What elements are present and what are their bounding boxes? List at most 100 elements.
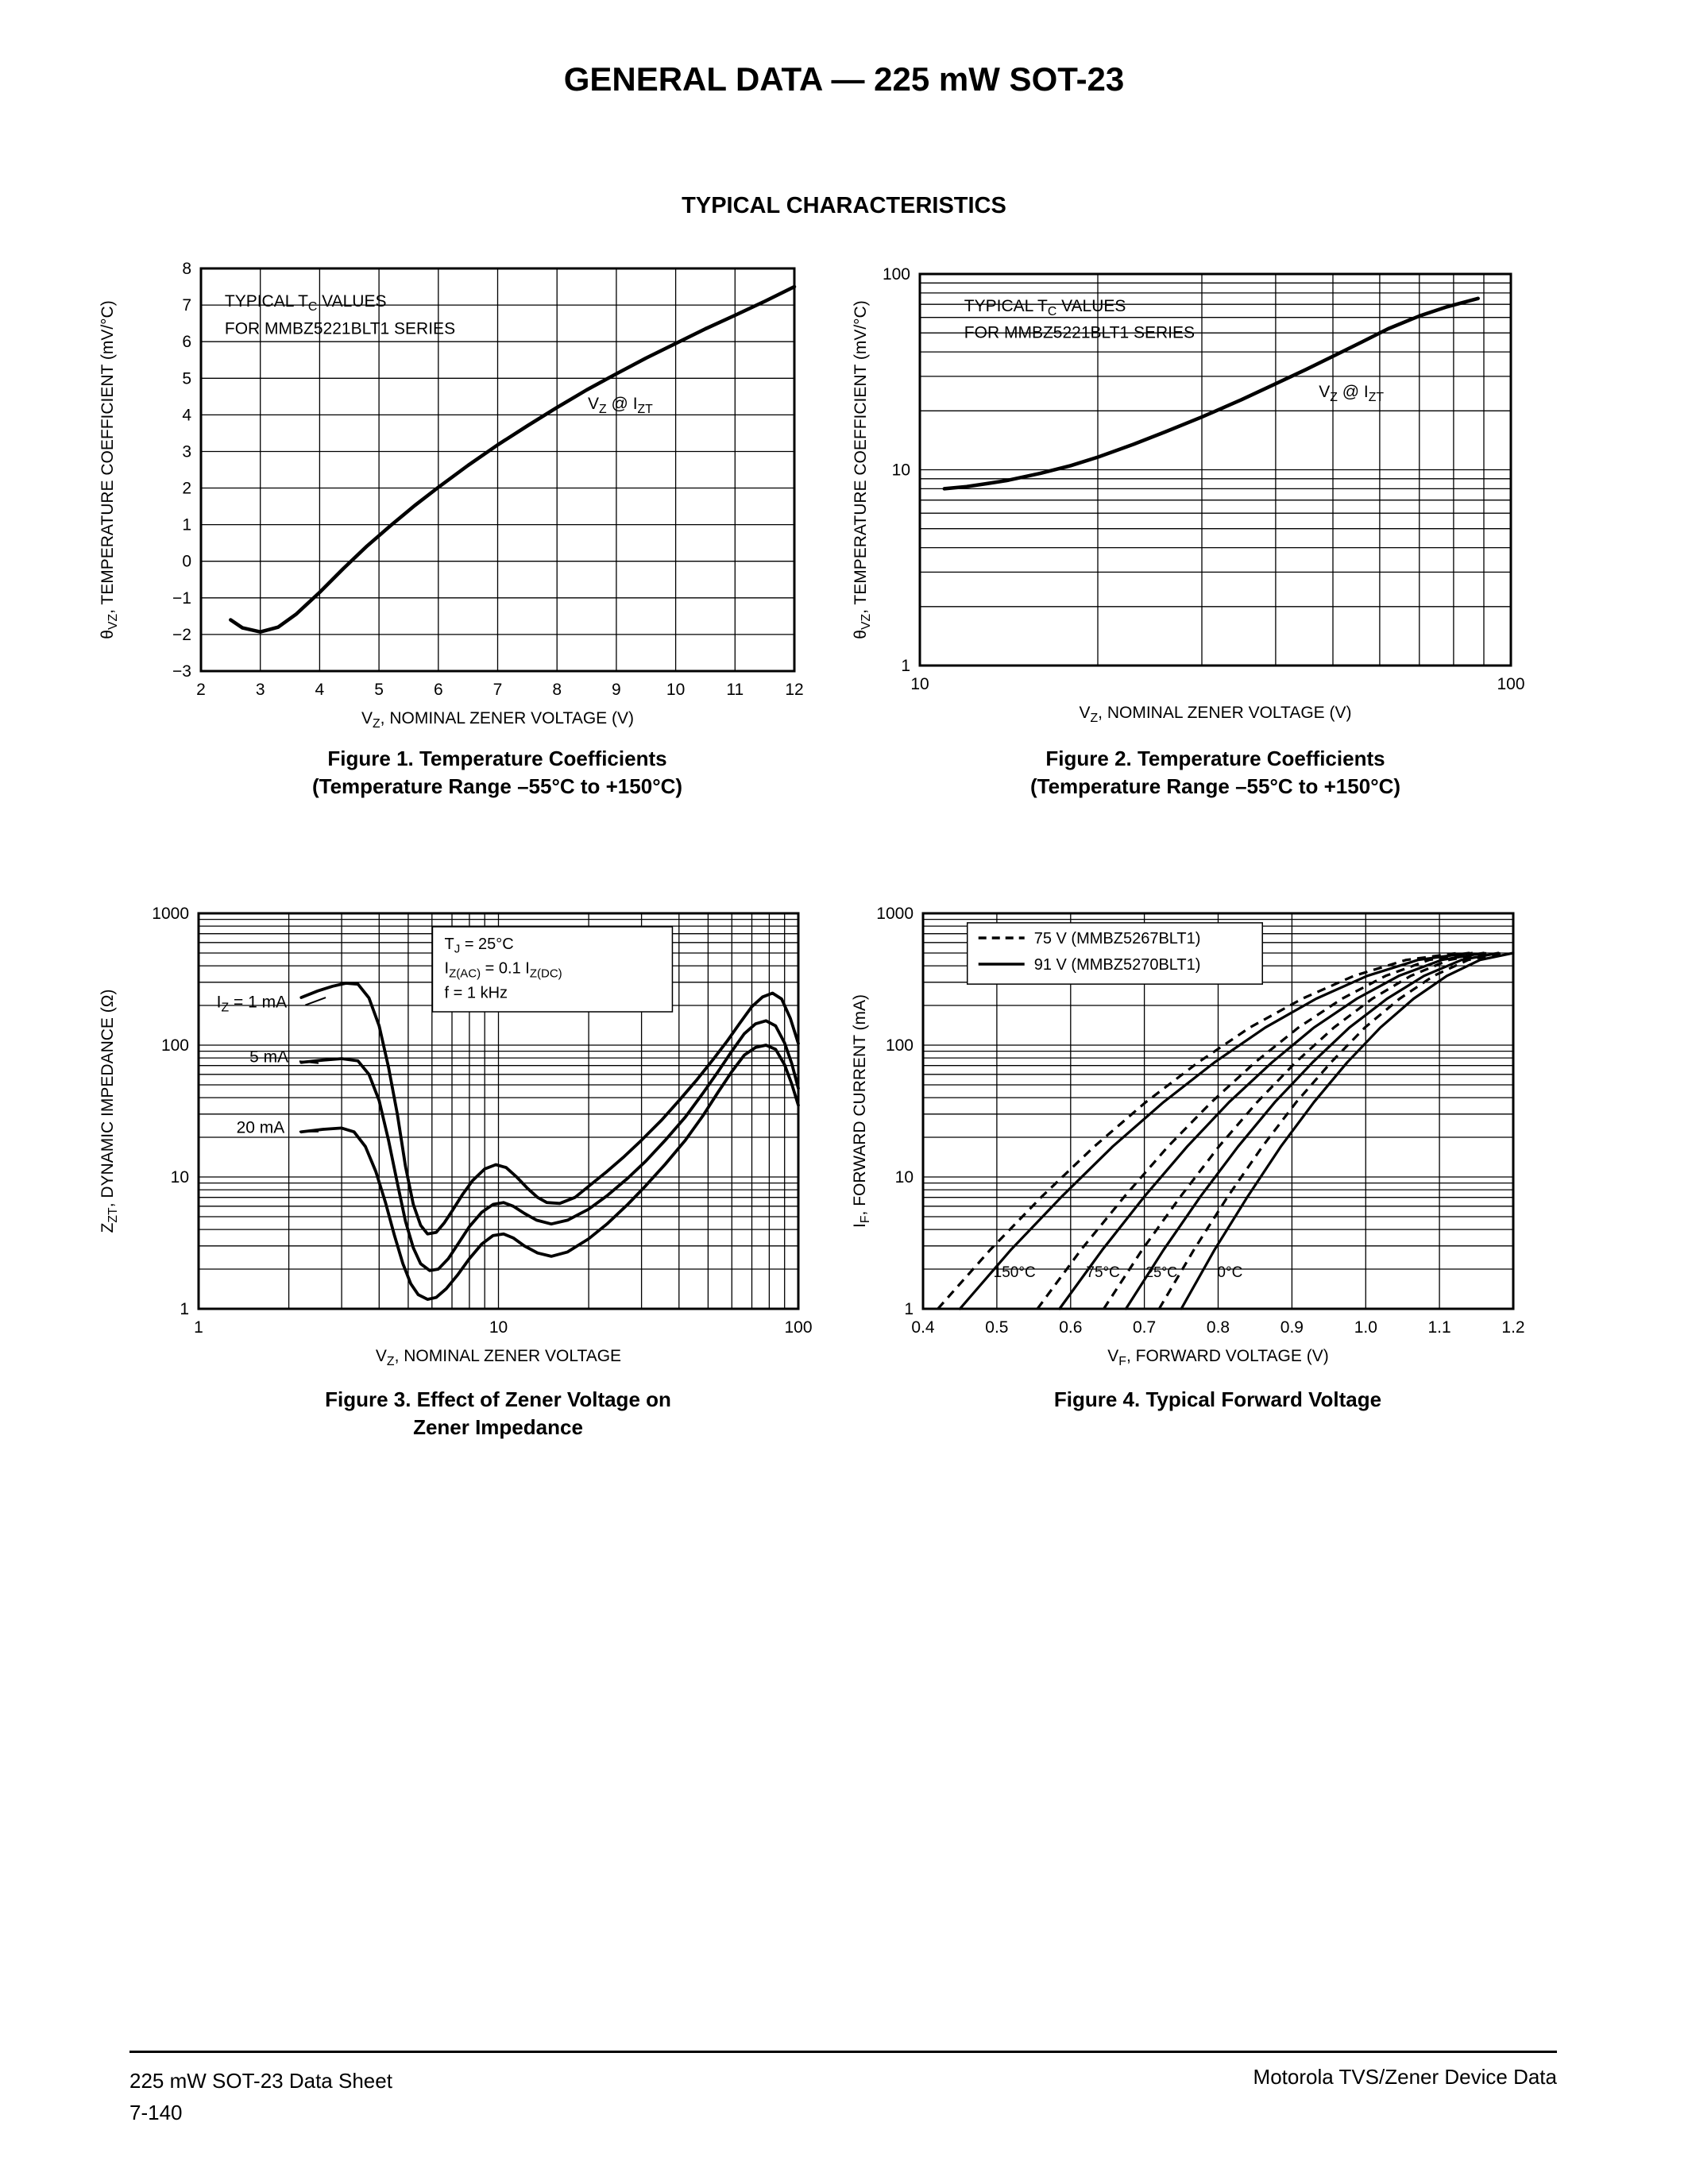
- svg-text:IZ = 1 mA: IZ = 1 mA: [217, 994, 287, 1015]
- svg-text:θVZ, TEMPERATURE COEFFICIENT (: θVZ, TEMPERATURE COEFFICIENT (mV/°C): [98, 300, 120, 639]
- figure-1-caption-line-2: (Temperature Range –55°C to +150°C): [311, 774, 683, 798]
- svg-text:IZ(AC) = 0.1 IZ(DC): IZ(AC) = 0.1 IZ(DC): [445, 960, 562, 981]
- svg-text:11: 11: [726, 681, 744, 699]
- svg-text:−2: −2: [172, 626, 191, 644]
- svg-text:91 V (MMBZ5270BLT1): 91 V (MMBZ5270BLT1): [1034, 956, 1201, 974]
- figure-4: 75 V (MMBZ5267BLT1) 91 V (MMBZ5270BLT1) 0.…: [838, 874, 1640, 1374]
- svg-text:150°C: 150°C: [994, 1264, 1036, 1281]
- svg-text:100: 100: [1497, 675, 1524, 693]
- svg-text:VZ, NOMINAL ZENER VOLTAGE (V): VZ, NOMINAL ZENER VOLTAGE (V): [1080, 704, 1352, 725]
- figure-1-caption-line-1: Figure 1. Temperature Coefficients: [327, 747, 667, 770]
- footer-doc-name: 225 mW SOT-23 Data Sheet: [129, 2069, 392, 2093]
- svg-text:5: 5: [374, 681, 384, 699]
- svg-text:0.8: 0.8: [1207, 1318, 1230, 1337]
- svg-text:100: 100: [784, 1318, 812, 1337]
- svg-text:10: 10: [895, 1168, 914, 1187]
- svg-text:FOR MMBZ5221BLT1 SERIES: FOR MMBZ5221BLT1 SERIES: [964, 323, 1195, 341]
- svg-text:1.2: 1.2: [1501, 1318, 1524, 1337]
- svg-text:VZ @ IZT: VZ @ IZT: [588, 395, 653, 416]
- svg-text:10: 10: [489, 1318, 508, 1337]
- figure-2: 10 100 100 10 1 VZ, NOMINAL ZENER VOLTAGE (V)…: [838, 238, 1640, 739]
- svg-text:4: 4: [315, 681, 325, 699]
- svg-text:f = 1 kHz: f = 1 kHz: [445, 985, 508, 1002]
- svg-text:1: 1: [904, 1300, 914, 1318]
- svg-text:5 mA: 5 mA: [249, 1048, 288, 1067]
- figure-1: 2 3 4 5 6 7 8 9 10 11 12 8 7 6 5 4 3 2 1 0 −1 −2 −3 VZ, NOMINAL…: [71, 238, 874, 739]
- svg-text:9: 9: [612, 681, 621, 699]
- svg-text:6: 6: [434, 681, 443, 699]
- svg-text:10: 10: [171, 1168, 189, 1187]
- svg-text:0°C: 0°C: [1217, 1264, 1242, 1281]
- svg-text:8: 8: [552, 681, 562, 699]
- svg-text:1: 1: [182, 516, 191, 534]
- svg-text:7: 7: [182, 296, 191, 314]
- svg-text:TYPICAL TC VALUES: TYPICAL TC VALUES: [225, 292, 387, 314]
- svg-text:θVZ, TEMPERATURE COEFFICIENT (: θVZ, TEMPERATURE COEFFICIENT (mV/°C): [852, 300, 873, 639]
- svg-text:100: 100: [161, 1036, 189, 1055]
- svg-text:10: 10: [910, 675, 929, 693]
- svg-text:VZ, NOMINAL ZENER VOLTAGE (V): VZ, NOMINAL ZENER VOLTAGE (V): [361, 709, 634, 731]
- svg-text:1: 1: [180, 1300, 189, 1318]
- svg-text:1: 1: [901, 657, 910, 675]
- svg-text:2: 2: [196, 681, 206, 699]
- figure-2-caption-line-2: (Temperature Range –55°C to +150°C): [1029, 774, 1401, 798]
- svg-text:20 mA: 20 mA: [237, 1118, 285, 1136]
- figure-2-caption: Figure 2. Temperature Coefficients (Temp…: [937, 745, 1493, 801]
- svg-text:1000: 1000: [152, 905, 189, 923]
- svg-text:6: 6: [182, 333, 191, 351]
- figure-4-caption-line-1: Figure 4. Typical Forward Voltage: [1053, 1387, 1382, 1411]
- svg-text:100: 100: [883, 265, 910, 284]
- footer-left: 225 mW SOT-23 Data Sheet 7-140: [129, 2065, 392, 2128]
- section-heading: TYPICAL CHARACTERISTICS: [682, 193, 1006, 218]
- svg-text:VZ @ IZT: VZ @ IZT: [1319, 383, 1384, 404]
- footer-divider: [129, 2051, 1557, 2053]
- svg-text:0: 0: [182, 553, 191, 571]
- svg-text:3: 3: [182, 442, 191, 461]
- svg-text:12: 12: [785, 681, 803, 699]
- svg-text:−3: −3: [172, 662, 191, 681]
- svg-text:0.4: 0.4: [911, 1318, 935, 1337]
- svg-text:25°C: 25°C: [1145, 1264, 1177, 1280]
- svg-text:−1: −1: [172, 589, 191, 608]
- figure-1-caption: Figure 1. Temperature Coefficients (Temp…: [219, 745, 775, 801]
- svg-text:1000: 1000: [876, 905, 914, 923]
- svg-text:2: 2: [182, 480, 191, 498]
- svg-text:ZZT, DYNAMIC IMPEDANCE (Ω): ZZT, DYNAMIC IMPEDANCE (Ω): [98, 990, 120, 1233]
- svg-text:FOR MMBZ5221BLT1 SERIES: FOR MMBZ5221BLT1 SERIES: [225, 320, 455, 338]
- footer-page-number: 7-140: [129, 2101, 183, 2124]
- svg-text:VF, FORWARD VOLTAGE (V): VF, FORWARD VOLTAGE (V): [1107, 1347, 1328, 1368]
- svg-text:8: 8: [182, 260, 191, 278]
- svg-text:100: 100: [886, 1036, 914, 1055]
- svg-text:75 V (MMBZ5267BLT1): 75 V (MMBZ5267BLT1): [1034, 930, 1201, 947]
- svg-text:TJ = 25°C: TJ = 25°C: [445, 936, 514, 956]
- svg-text:0.9: 0.9: [1280, 1318, 1304, 1337]
- svg-text:10: 10: [892, 461, 910, 480]
- svg-text:IF, FORWARD CURRENT (mA): IF, FORWARD CURRENT (mA): [851, 994, 872, 1228]
- svg-text:75°C: 75°C: [1086, 1264, 1119, 1281]
- figure-4-chart: 75 V (MMBZ5267BLT1) 91 V (MMBZ5270BLT1) 0.…: [851, 905, 1525, 1368]
- figure-4-caption: Figure 4. Typical Forward Voltage: [940, 1386, 1496, 1414]
- figure-3-caption: Figure 3. Effect of Zener Voltage on Zen…: [220, 1386, 776, 1441]
- svg-text:0.7: 0.7: [1133, 1318, 1156, 1337]
- svg-text:4: 4: [182, 406, 191, 424]
- svg-text:10: 10: [666, 681, 685, 699]
- figure-2-caption-line-1: Figure 2. Temperature Coefficients: [1045, 747, 1385, 770]
- figure-3-caption-line-2: Zener Impedance: [413, 1415, 583, 1439]
- svg-text:1: 1: [194, 1318, 203, 1337]
- svg-text:3: 3: [256, 681, 265, 699]
- page-title: GENERAL DATA — 225 mW SOT-23: [563, 60, 1125, 98]
- svg-text:VZ, NOMINAL ZENER VOLTAGE: VZ, NOMINAL ZENER VOLTAGE: [376, 1347, 621, 1368]
- svg-text:5: 5: [182, 369, 191, 388]
- figure-3-caption-line-1: Figure 3. Effect of Zener Voltage on: [325, 1387, 671, 1411]
- svg-text:0.5: 0.5: [985, 1318, 1008, 1337]
- svg-text:TYPICAL TC VALUES: TYPICAL TC VALUES: [964, 297, 1126, 318]
- svg-text:1.1: 1.1: [1427, 1318, 1450, 1337]
- figure-3: 1 10 100 1000 100 10 1 VZ, NOMINAL ZENER VOLTAG…: [71, 874, 874, 1374]
- svg-text:1.0: 1.0: [1354, 1318, 1377, 1337]
- svg-text:7: 7: [493, 681, 503, 699]
- figure-3-chart: 1 10 100 1000 100 10 1 VZ, NOMINAL ZENER VOLTAG…: [98, 905, 813, 1368]
- svg-text:0.6: 0.6: [1059, 1318, 1082, 1337]
